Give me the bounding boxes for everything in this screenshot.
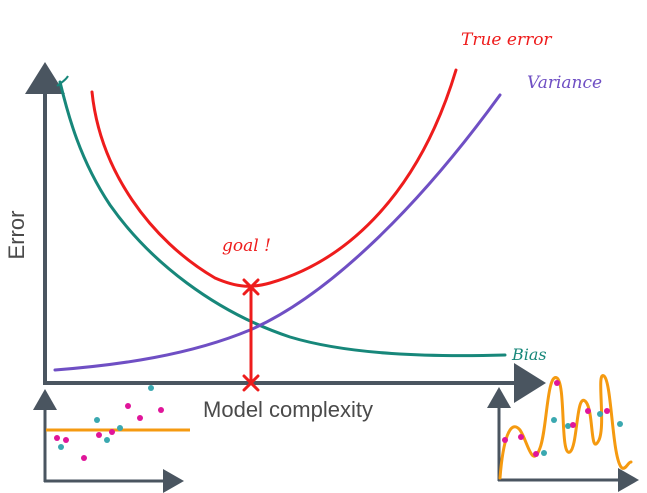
data-point [554,380,560,386]
overfit-points [502,380,623,457]
bias-curve [58,80,507,358]
data-point [617,421,623,427]
variance-label: Variance [527,73,602,93]
data-point [597,411,603,417]
bias-start-tick [56,75,69,87]
underfit-points [54,385,164,461]
data-point [96,432,102,438]
data-point [81,455,87,461]
x-axis-title: Model complexity [203,397,373,422]
data-point [58,444,64,450]
overfit-fit-curve [498,374,633,480]
data-point [104,437,110,443]
data-point [565,423,571,429]
data-point [137,415,143,421]
variance-curve [53,93,502,372]
data-point [94,417,100,423]
data-point [148,385,154,391]
underfit-inset [33,385,190,493]
true-error-curve [90,68,458,288]
data-point [117,425,123,431]
data-point [570,422,576,428]
data-point [502,437,508,443]
data-point [109,429,115,435]
overfit-inset [487,374,639,492]
goal-label: goal ! [222,236,271,256]
data-point [604,408,610,414]
data-point [541,450,547,456]
data-point [585,408,591,414]
data-point [158,407,164,413]
true-error-label: True error [461,30,552,50]
goal-bottom-cross-icon [242,374,260,392]
data-point [54,435,60,441]
data-point [533,451,539,457]
data-point [63,437,69,443]
goal-top-cross-icon [242,278,260,296]
bias-label: Bias [511,345,547,364]
data-point [125,403,131,409]
data-point [551,417,557,423]
y-axis-title: Error [4,211,29,260]
data-point [518,434,524,440]
